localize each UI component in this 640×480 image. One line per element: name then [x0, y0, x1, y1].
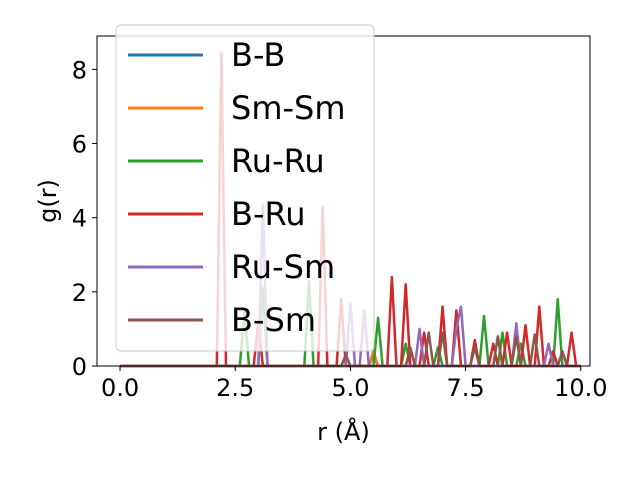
x-tick-label: 7.5 — [447, 374, 485, 402]
legend-label-ru-sm: Ru-Sm — [231, 248, 335, 286]
ticks: 0.0 2.5 5.0 7.5 10.0 0 2 4 6 8 — [72, 56, 608, 402]
series-line-b-sm — [120, 331, 581, 368]
legend-label-ru-ru: Ru-Ru — [231, 142, 325, 180]
y-tick-label: 8 — [72, 56, 87, 84]
y-tick-label: 0 — [72, 353, 87, 381]
x-tick-label: 5.0 — [331, 374, 369, 402]
legend-label-b-ru: B-Ru — [231, 195, 306, 233]
legend: B-B Sm-Sm Ru-Ru B-Ru Ru-Sm B-Sm — [115, 24, 375, 352]
legend-label-b-b: B-B — [231, 36, 285, 74]
legend-label-sm-sm: Sm-Sm — [231, 89, 346, 127]
x-tick-label: 2.5 — [216, 374, 254, 402]
y-tick-label: 2 — [72, 279, 87, 307]
y-tick-label: 4 — [72, 205, 87, 233]
legend-label-b-sm: B-Sm — [231, 301, 316, 339]
y-axis-label: g(r) — [34, 179, 62, 223]
x-tick-label: 10.0 — [554, 374, 607, 402]
x-tick-label: 0.0 — [101, 374, 139, 402]
x-axis-label: r (Å) — [317, 417, 370, 446]
y-tick-label: 6 — [72, 131, 87, 159]
